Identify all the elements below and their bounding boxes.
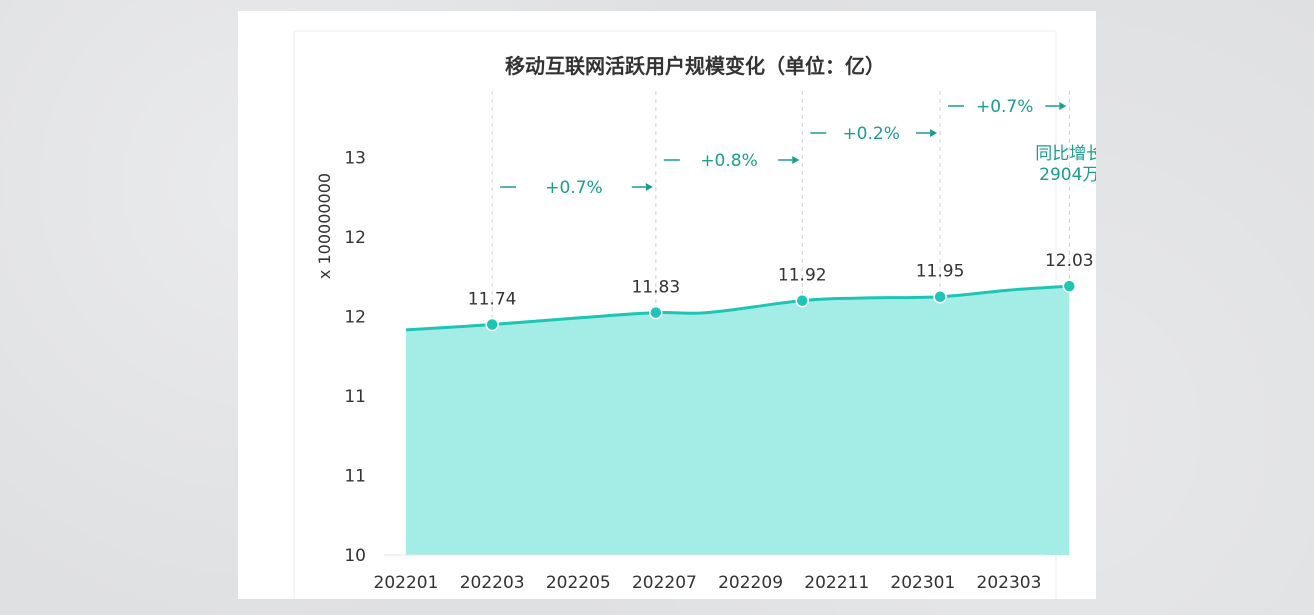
- x-tick-label: 202301: [890, 573, 955, 593]
- growth-arrow-head: [1059, 102, 1067, 110]
- x-tick-label: 202303: [977, 573, 1042, 593]
- x-tick-label: 202207: [632, 573, 697, 593]
- data-label: 11.74: [468, 290, 517, 310]
- data-point: [795, 293, 810, 308]
- growth-arrow-head: [930, 129, 938, 137]
- data-label: 11.83: [631, 278, 680, 298]
- growth-label: +0.7%: [976, 97, 1033, 117]
- data-point: [933, 289, 947, 304]
- y-tick-label: 10: [344, 546, 366, 566]
- x-tick-label: 202211: [804, 573, 869, 593]
- x-tick-label: 202203: [460, 573, 525, 593]
- data-label: 11.95: [916, 262, 965, 282]
- chart-title: 移动互联网活跃用户规模变化（单位：亿）: [505, 54, 885, 78]
- y-tick-label: 11: [344, 387, 366, 407]
- data-point: [649, 305, 663, 320]
- x-tick-label: 202205: [546, 573, 611, 593]
- growth-arrow-head: [645, 183, 653, 191]
- y-axis-label: x 100000000: [315, 173, 334, 279]
- data-label: 12.03: [1045, 251, 1094, 271]
- area-fill: [406, 286, 1070, 555]
- y-tick-label: 11: [344, 467, 366, 487]
- chart-card: 移动互联网活跃用户规模变化（单位：亿） x 100000000 10 11 11 12 12…: [238, 11, 1096, 599]
- chart: 移动互联网活跃用户规模变化（单位：亿） x 100000000 10 11 11 12 12…: [293, 30, 1096, 599]
- data-point: [485, 317, 499, 332]
- growth-label: +0.7%: [545, 178, 602, 198]
- growth-label: +0.2%: [842, 124, 899, 144]
- y-tick-label: 12: [344, 308, 366, 328]
- growth-label: +0.8%: [700, 151, 757, 171]
- callout-line-2: 2904万: [1039, 165, 1096, 185]
- growth-arrow-head: [792, 156, 800, 164]
- data-point: [1062, 279, 1077, 293]
- x-tick-label: 202209: [718, 573, 783, 593]
- y-tick-label: 12: [344, 228, 366, 248]
- y-tick-label: 13: [344, 149, 366, 169]
- data-label: 11.92: [778, 266, 827, 286]
- plot-layer: 移动互联网活跃用户规模变化（单位：亿） x 100000000 10 11 11 12 12…: [293, 30, 1096, 599]
- callout-line-1: 同比增长: [1035, 144, 1096, 164]
- x-tick-label: 202201: [374, 573, 439, 593]
- series-line: [405, 284, 1070, 332]
